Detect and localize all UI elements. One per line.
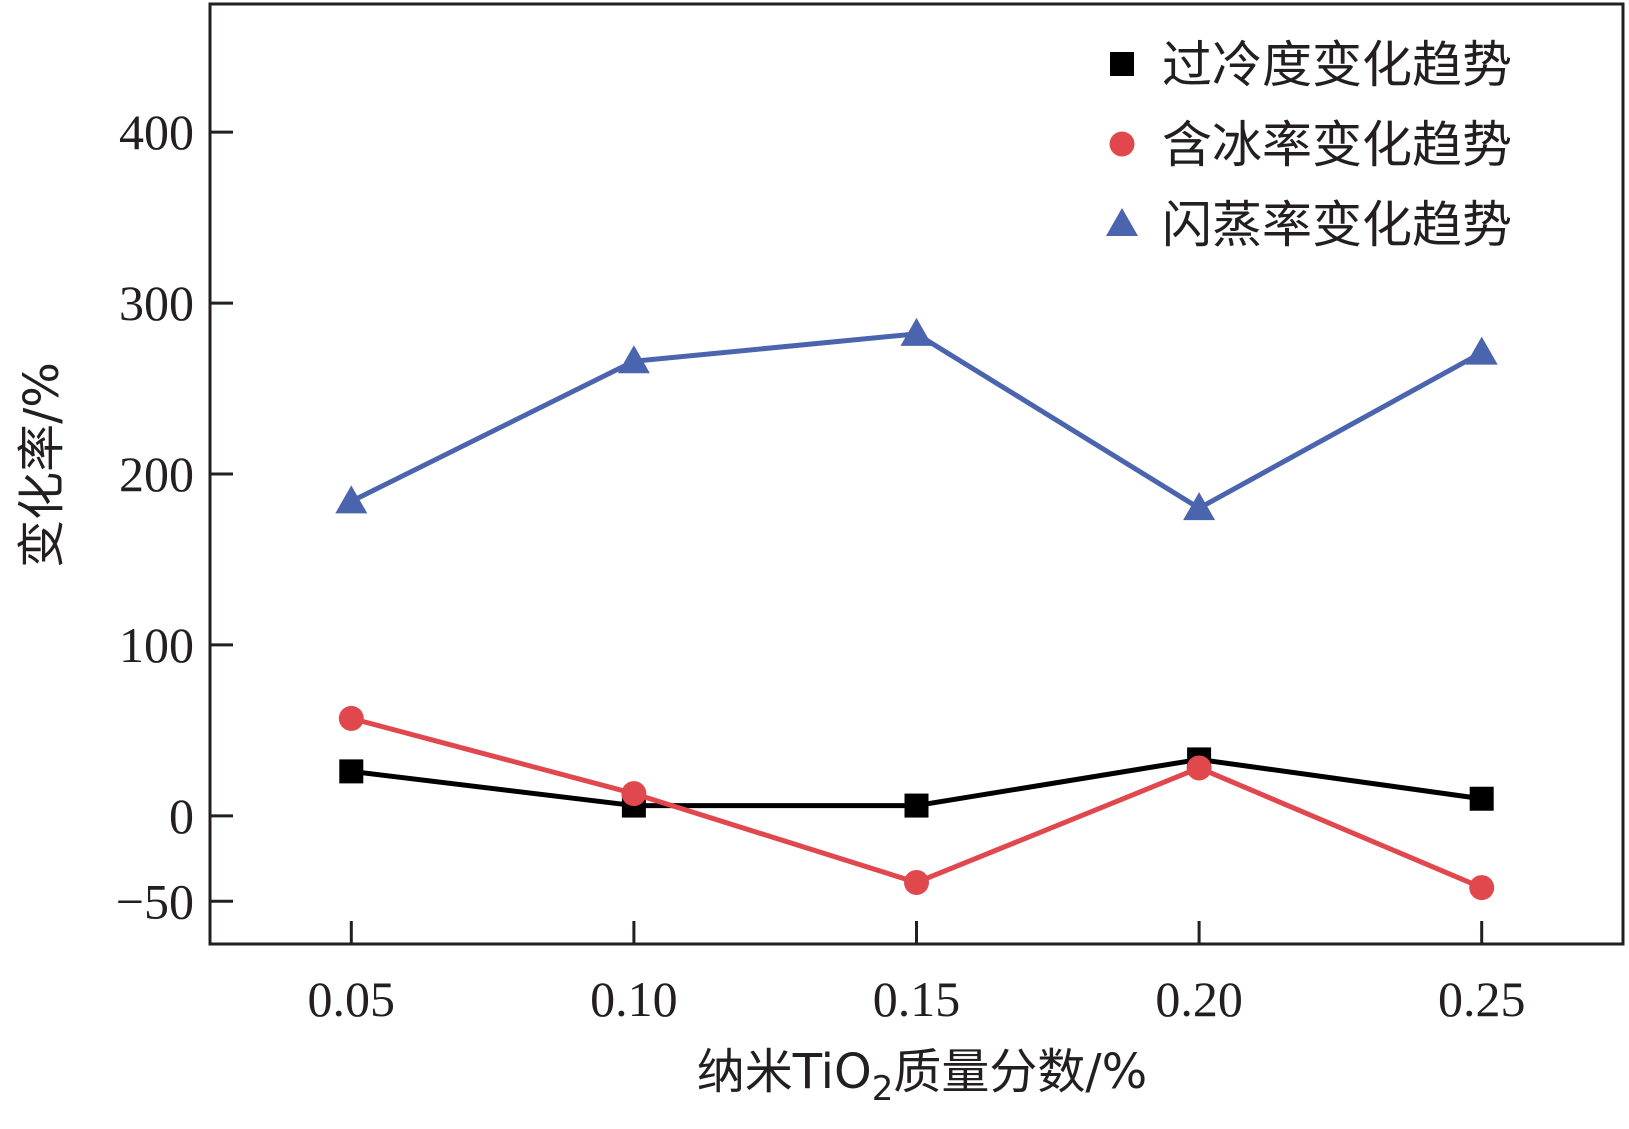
data-point-circle: [338, 705, 364, 731]
legend-marker-triangle: [1106, 208, 1138, 236]
y-tick-label: 0: [169, 788, 194, 844]
series-line: [350, 331, 1483, 511]
x-axis-title-subscript: 2: [872, 1069, 894, 1109]
data-point-triangle: [335, 485, 368, 514]
y-tick-label: 400: [119, 104, 194, 160]
data-point-circle: [904, 869, 929, 895]
series-2: [338, 705, 1495, 901]
data-point-triangle: [1465, 336, 1498, 365]
y-tick-label: 100: [119, 617, 194, 673]
y-axis-title: 变化率/%: [14, 362, 70, 568]
y-axis-ticks: −50 0 100 200 300 400: [116, 104, 233, 929]
data-point-circle: [1186, 755, 1212, 781]
data-point-circle: [621, 781, 647, 807]
plot-frame: [208, 2, 1625, 946]
data-point-square: [904, 793, 929, 818]
y-tick-label: 300: [119, 275, 194, 331]
series-3: [335, 317, 1498, 521]
x-tick-label: 0.15: [873, 971, 961, 1027]
x-tick-label: 0.10: [590, 971, 678, 1027]
data-point-square: [339, 759, 364, 784]
legend-label: 含冰率变化趋势: [1162, 116, 1512, 174]
legend-marker-circle: [1109, 131, 1135, 157]
legend-label: 闪蒸率变化趋势: [1162, 196, 1512, 254]
y-tick-label: −50: [116, 873, 194, 929]
x-tick-label: 0.20: [1155, 971, 1243, 1027]
x-tick-label: 0.05: [308, 971, 396, 1027]
series-layer: [335, 317, 1498, 901]
x-axis-title: 纳米TiO2质量分数/%: [697, 1044, 1147, 1109]
y-tick-label: 200: [119, 446, 194, 502]
x-axis-ticks: 0.05 0.10 0.15 0.20 0.25: [308, 921, 1526, 1027]
legend-label: 过冷度变化趋势: [1162, 36, 1512, 94]
data-point-triangle: [617, 345, 650, 374]
x-axis-title-prefix: 纳米TiO: [697, 1044, 872, 1100]
x-axis-title-suffix: 质量分数/%: [893, 1044, 1147, 1100]
series-1: [339, 747, 1494, 818]
data-point-square: [1469, 786, 1494, 811]
x-tick-label: 0.25: [1438, 971, 1526, 1027]
data-point-circle: [1469, 875, 1495, 901]
legend-marker-square: [1110, 52, 1134, 76]
data-point-triangle: [1183, 492, 1216, 521]
data-point-triangle: [900, 317, 933, 346]
